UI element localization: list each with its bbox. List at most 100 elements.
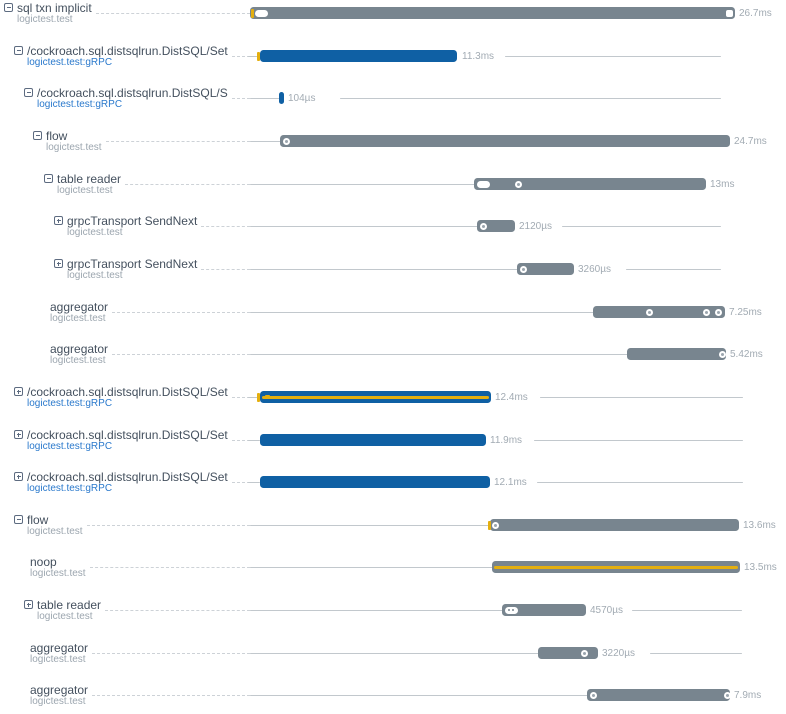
span-bar[interactable] bbox=[280, 135, 730, 147]
span-subtitle: logictest.test bbox=[30, 568, 86, 579]
lead-line bbox=[250, 652, 540, 654]
span-row[interactable]: /cockroach.sql.distsqlrun.DistSQL/S logic… bbox=[0, 85, 786, 127]
trail-line bbox=[650, 652, 742, 654]
span-label-area: noop logictest.test bbox=[24, 555, 250, 579]
expand-icon[interactable] bbox=[24, 600, 33, 609]
circle-marker[interactable] bbox=[492, 521, 499, 529]
dotted-connector bbox=[105, 598, 250, 611]
span-bar[interactable] bbox=[477, 220, 515, 232]
circle-marker[interactable] bbox=[646, 308, 653, 316]
span-bar[interactable] bbox=[279, 92, 284, 104]
expand-icon[interactable] bbox=[54, 216, 63, 225]
trail-line bbox=[534, 439, 743, 441]
square-marker[interactable] bbox=[726, 9, 733, 17]
dotted-connector bbox=[89, 555, 250, 568]
circle-marker[interactable] bbox=[724, 691, 731, 699]
span-row[interactable]: aggregator logictest.test 7.9ms bbox=[0, 682, 786, 714]
circle-marker[interactable] bbox=[590, 691, 597, 699]
duration-label: 13ms bbox=[710, 179, 735, 190]
tick-marker[interactable] bbox=[488, 520, 491, 530]
lead-line bbox=[250, 609, 504, 611]
span-label-area: table reader logictest.test bbox=[24, 598, 250, 622]
span-bar[interactable] bbox=[260, 391, 491, 403]
span-title: table reader bbox=[37, 598, 102, 612]
span-row[interactable]: aggregator logictest.test 7.25ms bbox=[0, 299, 786, 341]
span-row[interactable]: flow logictest.test 24.7ms bbox=[0, 128, 786, 170]
span-bar[interactable] bbox=[502, 604, 586, 616]
span-bar[interactable] bbox=[490, 519, 739, 531]
span-subtitle: logictest.test bbox=[17, 14, 73, 25]
span-row[interactable]: flow logictest.test 13.6ms bbox=[0, 512, 786, 554]
collapse-icon[interactable] bbox=[44, 174, 53, 183]
span-title: /cockroach.sql.distsqlrun.DistSQL/Set bbox=[27, 428, 228, 442]
circle-marker[interactable] bbox=[581, 649, 588, 657]
span-subtitle: logictest.test:gRPC bbox=[27, 57, 113, 68]
span-bar[interactable] bbox=[260, 50, 457, 62]
circle-marker[interactable] bbox=[283, 137, 290, 145]
circle-marker[interactable] bbox=[480, 222, 487, 230]
span-row[interactable]: /cockroach.sql.distsqlrun.DistSQL/Set log… bbox=[0, 384, 786, 426]
dotted-connector bbox=[105, 129, 250, 142]
span-label-area: /cockroach.sql.distsqlrun.DistSQL/S logic… bbox=[24, 86, 250, 110]
span-subtitle: logictest.test:gRPC bbox=[27, 398, 113, 409]
span-row[interactable]: aggregator logictest.test 3220µs bbox=[0, 640, 786, 682]
tick-marker[interactable] bbox=[251, 8, 254, 18]
span-title: /cockroach.sql.distsqlrun.DistSQL/Set bbox=[27, 470, 228, 484]
span-bar[interactable] bbox=[627, 348, 726, 360]
collapse-icon[interactable] bbox=[14, 515, 23, 524]
collapse-icon[interactable] bbox=[14, 46, 23, 55]
expand-icon[interactable] bbox=[14, 472, 23, 481]
span-title: aggregator bbox=[30, 641, 89, 655]
dotted-connector bbox=[92, 683, 250, 696]
expand-icon[interactable] bbox=[14, 430, 23, 439]
span-subtitle: logictest.test:gRPC bbox=[27, 441, 113, 452]
span-title: table reader bbox=[57, 172, 122, 186]
span-bar[interactable] bbox=[587, 689, 730, 701]
span-bar[interactable] bbox=[260, 476, 490, 488]
span-bar[interactable] bbox=[260, 434, 486, 446]
span-row[interactable]: grpcTransport SendNext logictest.test 2120… bbox=[0, 213, 786, 255]
span-bar[interactable] bbox=[474, 178, 706, 190]
span-label-area: grpcTransport SendNext logictest.test bbox=[54, 214, 250, 238]
span-subtitle: logictest.test bbox=[67, 270, 123, 281]
collapse-icon[interactable] bbox=[33, 131, 42, 140]
dotted-connector bbox=[125, 172, 250, 185]
span-row[interactable]: sql txn implicit logictest.test 26.7ms bbox=[0, 0, 786, 42]
tick-marker[interactable] bbox=[257, 392, 260, 402]
ysquare-marker[interactable] bbox=[265, 394, 270, 399]
span-subtitle: logictest.test:gRPC bbox=[27, 483, 113, 494]
expand-icon[interactable] bbox=[14, 387, 23, 396]
trail-line bbox=[537, 481, 743, 483]
circle-marker[interactable] bbox=[715, 308, 722, 316]
span-row[interactable]: /cockroach.sql.distsqlrun.DistSQL/Set log… bbox=[0, 469, 786, 511]
duration-label: 5.42ms bbox=[730, 349, 763, 360]
pill-marker[interactable] bbox=[505, 606, 518, 614]
circle-marker[interactable] bbox=[520, 265, 527, 273]
lead-line bbox=[250, 524, 492, 526]
pill-marker[interactable] bbox=[477, 180, 490, 188]
span-row[interactable]: /cockroach.sql.distsqlrun.DistSQL/Set log… bbox=[0, 43, 786, 85]
span-row[interactable]: aggregator logictest.test 5.42ms bbox=[0, 341, 786, 383]
span-bar[interactable] bbox=[250, 7, 735, 19]
span-bar[interactable] bbox=[593, 306, 725, 318]
span-title: /cockroach.sql.distsqlrun.DistSQL/S bbox=[37, 86, 228, 100]
expand-icon[interactable] bbox=[54, 259, 63, 268]
span-bar[interactable] bbox=[517, 263, 574, 275]
span-row[interactable]: /cockroach.sql.distsqlrun.DistSQL/Set log… bbox=[0, 427, 786, 469]
span-row[interactable]: table reader logictest.test 13ms bbox=[0, 171, 786, 213]
span-row[interactable]: noop logictest.test 13.5ms bbox=[0, 554, 786, 596]
circle-marker[interactable] bbox=[719, 350, 726, 358]
circle-marker[interactable] bbox=[515, 180, 522, 188]
bar-highlight-stripe bbox=[494, 565, 738, 569]
collapse-icon[interactable] bbox=[4, 3, 13, 12]
span-row[interactable]: table reader logictest.test 4570µs bbox=[0, 597, 786, 639]
pill-marker[interactable] bbox=[255, 9, 268, 17]
duration-label: 104µs bbox=[288, 93, 316, 104]
tick-marker[interactable] bbox=[257, 51, 260, 61]
span-bar[interactable] bbox=[492, 561, 740, 573]
span-bar[interactable] bbox=[538, 647, 598, 659]
circle-marker[interactable] bbox=[703, 308, 710, 316]
collapse-icon[interactable] bbox=[24, 88, 33, 97]
span-row[interactable]: grpcTransport SendNext logictest.test 3260… bbox=[0, 256, 786, 298]
